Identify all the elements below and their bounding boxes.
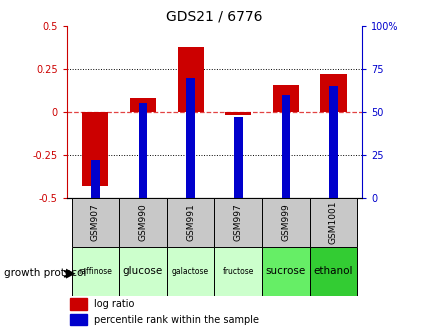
FancyBboxPatch shape [119, 198, 166, 247]
Text: percentile rank within the sample: percentile rank within the sample [94, 315, 258, 324]
Bar [319, 74, 346, 112]
FancyBboxPatch shape [119, 247, 166, 296]
Text: fructose: fructose [222, 267, 253, 276]
Text: GSM991: GSM991 [186, 203, 195, 241]
FancyBboxPatch shape [309, 247, 356, 296]
Text: GSM997: GSM997 [233, 203, 242, 241]
Text: GSM1001: GSM1001 [328, 200, 337, 244]
Bar [70, 314, 86, 325]
FancyBboxPatch shape [309, 198, 356, 247]
Text: growth protocol: growth protocol [4, 268, 86, 278]
Bar [233, 117, 242, 198]
Bar [82, 112, 108, 186]
Bar [91, 160, 99, 198]
Bar [224, 112, 251, 115]
Text: glucose: glucose [123, 267, 163, 276]
Text: sucrose: sucrose [265, 267, 305, 276]
Text: log ratio: log ratio [94, 299, 134, 309]
Bar [272, 84, 298, 112]
Text: ▶: ▶ [66, 267, 75, 280]
Text: raffinose: raffinose [78, 267, 112, 276]
Bar [186, 77, 194, 198]
Text: galactose: galactose [172, 267, 209, 276]
Bar [138, 103, 147, 198]
Bar [177, 47, 203, 112]
FancyBboxPatch shape [166, 198, 214, 247]
Bar [129, 98, 156, 112]
Bar [281, 95, 289, 198]
Text: GSM999: GSM999 [281, 203, 290, 241]
Bar [70, 298, 86, 310]
FancyBboxPatch shape [214, 247, 261, 296]
Text: GSM990: GSM990 [138, 203, 147, 241]
FancyBboxPatch shape [261, 247, 309, 296]
Title: GDS21 / 6776: GDS21 / 6776 [166, 9, 262, 24]
FancyBboxPatch shape [71, 247, 119, 296]
FancyBboxPatch shape [261, 198, 309, 247]
FancyBboxPatch shape [214, 198, 261, 247]
FancyBboxPatch shape [166, 247, 214, 296]
Text: ethanol: ethanol [313, 267, 353, 276]
Text: GSM907: GSM907 [91, 203, 100, 241]
FancyBboxPatch shape [71, 198, 119, 247]
Bar [329, 86, 337, 198]
